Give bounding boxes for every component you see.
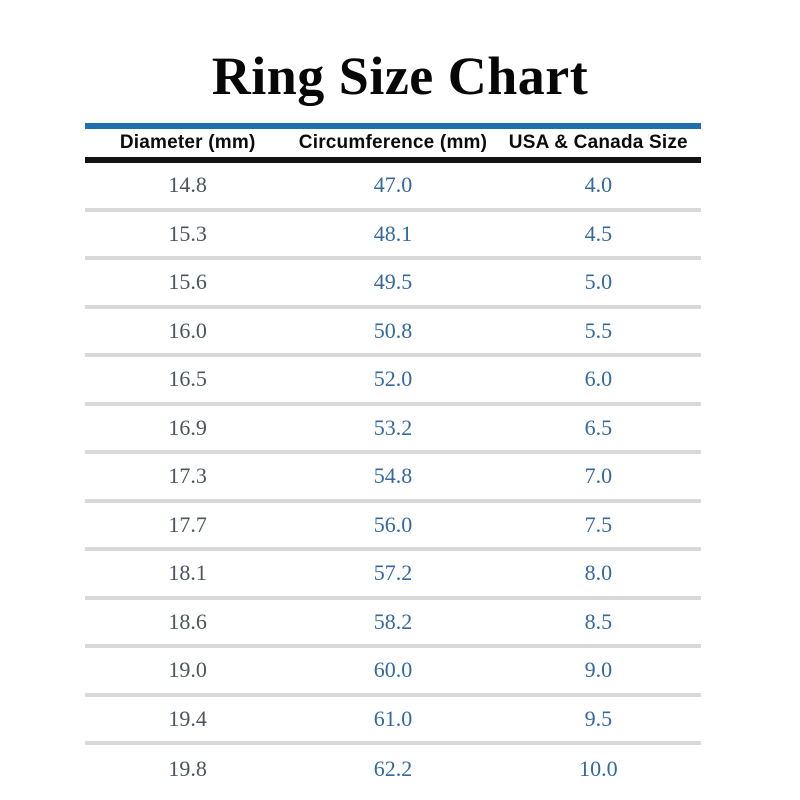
cell-diameter: 17.3 [168,463,207,489]
cell-diameter: 16.5 [168,366,207,392]
ring-size-table: Diameter (mm) Circumference (mm) USA & C… [85,123,701,794]
table-body: 14.8 47.0 4.0 15.3 48.1 4.5 15.6 49.5 5.0 16.0 50.… [85,163,701,794]
table-row: 19.0 60.0 9.0 [85,648,701,697]
column-header-diameter: Diameter (mm) [119,132,256,153]
cell-diameter: 18.6 [168,608,207,634]
table-row: 17.7 56.0 7.5 [85,503,701,551]
cell-size: 8.0 [584,560,613,586]
cell-circumference: 56.0 [373,511,413,537]
cell-size: 6.0 [584,366,613,392]
cell-diameter: 16.0 [168,317,207,343]
cell-circumference: 50.8 [373,317,413,343]
cell-diameter: 19.4 [168,705,207,731]
cell-diameter: 19.0 [168,657,207,683]
cell-size: 5.5 [584,317,613,343]
cell-diameter: 15.3 [168,220,207,246]
cell-size: 4.0 [584,172,613,198]
cell-circumference: 52.0 [373,366,413,392]
cell-circumference: 58.2 [373,608,413,634]
table-row: 16.0 50.8 5.5 [85,309,701,357]
table-row: 17.3 54.8 7.0 [85,454,701,503]
cell-diameter: 18.1 [168,560,207,586]
cell-circumference: 57.2 [373,560,413,586]
cell-size: 5.0 [584,269,613,295]
cell-size: 7.0 [584,463,613,489]
page-title: Ring Size Chart [211,46,589,106]
cell-size: 7.5 [584,511,613,537]
cell-diameter: 15.6 [168,269,207,295]
cell-diameter: 16.9 [168,414,207,440]
cell-circumference: 48.1 [373,220,413,246]
table-row: 16.9 53.2 6.5 [85,406,701,454]
cell-circumference: 49.5 [373,269,413,295]
column-header-usa-canada-size: USA & Canada Size [508,132,688,153]
cell-circumference: 54.8 [373,463,413,489]
cell-size: 4.5 [584,220,613,246]
table-row: 19.8 62.2 10.0 [85,745,701,794]
header-rule [85,157,701,163]
cell-circumference: 53.2 [373,414,413,440]
cell-circumference: 60.0 [373,657,413,683]
table-row: 18.6 58.2 8.5 [85,600,701,648]
cell-size: 9.5 [584,705,613,731]
cell-size: 9.0 [584,657,613,683]
cell-diameter: 14.8 [168,172,207,198]
cell-diameter: 17.7 [168,511,207,537]
cell-diameter: 19.8 [168,756,207,782]
table-row: 19.4 61.0 9.5 [85,697,701,745]
table-row: 15.6 49.5 5.0 [85,260,701,309]
table-header-row: Diameter (mm) Circumference (mm) USA & C… [85,129,701,157]
top-rule [85,123,701,129]
table-row: 15.3 48.1 4.5 [85,212,701,260]
cell-circumference: 61.0 [373,705,413,731]
cell-size: 10.0 [579,756,618,782]
table-row: 14.8 47.0 4.0 [85,163,701,212]
cell-circumference: 47.0 [373,172,413,198]
table-row: 16.5 52.0 6.0 [85,357,701,406]
cell-size: 6.5 [584,414,613,440]
cell-circumference: 62.2 [373,756,413,782]
table-row: 18.1 57.2 8.0 [85,551,701,600]
column-header-circumference: Circumference (mm) [298,132,488,153]
cell-size: 8.5 [584,608,613,634]
